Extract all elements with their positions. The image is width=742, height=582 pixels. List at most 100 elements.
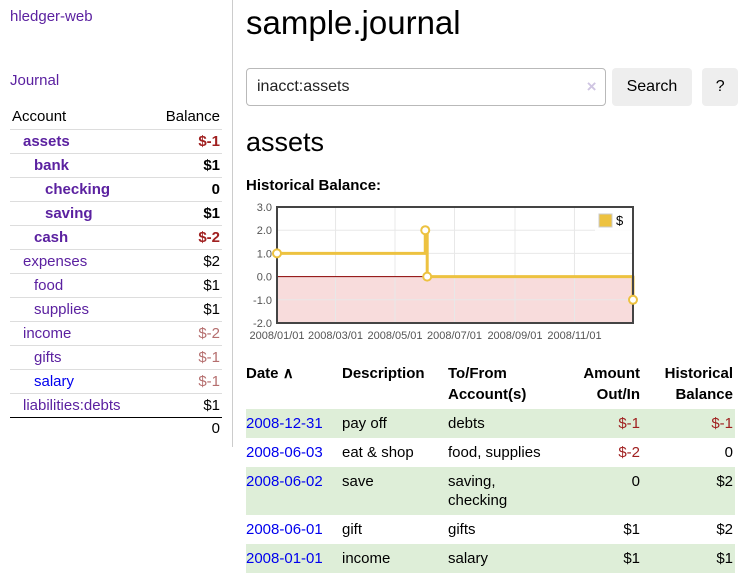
- transaction-date-cell: 2008-01-01: [246, 544, 342, 573]
- accounts-table-header: Account Balance: [10, 106, 222, 129]
- app-brand-link[interactable]: hledger-web: [10, 8, 93, 25]
- legend-label: $: [616, 213, 624, 228]
- y-axis-tick-label: 2.0: [257, 225, 272, 237]
- account-row: supplies $1: [10, 297, 222, 321]
- transaction-date-cell: 2008-06-01: [246, 515, 342, 544]
- register-row: 2008-12-31 pay off debts $-1 $-1: [246, 409, 735, 438]
- account-link[interactable]: liabilities:debts: [23, 397, 121, 414]
- account-row: expenses $2: [10, 249, 222, 273]
- account-link[interactable]: assets: [23, 133, 70, 150]
- transaction-date-link[interactable]: 2008-06-02: [246, 473, 323, 490]
- account-link[interactable]: expenses: [23, 253, 88, 270]
- transaction-accounts-cell: saving, checking: [448, 473, 508, 509]
- search-form: × Search ?: [246, 68, 738, 106]
- col-header-description: Description: [342, 365, 425, 382]
- account-balance: $-2: [198, 325, 220, 342]
- account-balance: $2: [203, 253, 220, 270]
- transaction-balance-cell: $-1: [711, 415, 733, 432]
- account-column-header: Account: [12, 108, 67, 125]
- col-header-historical-balance: Historical Balance: [664, 365, 733, 403]
- x-axis-tick-label: 2008/05/01: [367, 330, 422, 342]
- transaction-date-cell: 2008-06-02: [246, 467, 342, 515]
- account-link[interactable]: supplies: [34, 301, 90, 318]
- date-header-label: Date: [246, 365, 279, 382]
- y-axis-tick-label: 0.0: [257, 272, 272, 284]
- col-header-date[interactable]: Date ∧: [246, 361, 342, 409]
- transaction-date-cell: 2008-12-31: [246, 409, 342, 438]
- transaction-description-cell: save: [342, 473, 374, 490]
- account-link[interactable]: saving: [45, 205, 93, 222]
- sidebar: hledger-web Journal Account Balance asse…: [0, 0, 233, 447]
- x-axis-tick-label: 2008/07/01: [427, 330, 482, 342]
- y-axis-tick-label: -2.0: [253, 318, 272, 330]
- transaction-description-cell: pay off: [342, 415, 387, 432]
- y-axis-tick-label: -1.0: [253, 295, 272, 307]
- transaction-description-cell: gift: [342, 521, 363, 538]
- account-balance: $-1: [198, 133, 220, 150]
- register-row: 2008-06-02 save saving, checking 0 $2: [246, 467, 735, 515]
- sort-asc-icon: ∧: [282, 365, 294, 382]
- account-link[interactable]: checking: [45, 181, 111, 198]
- account-row: gifts $-1: [10, 345, 222, 369]
- account-row: assets $-1: [10, 129, 222, 153]
- transaction-amount-cell: $-1: [618, 415, 640, 432]
- y-axis-tick-label: 3.0: [257, 202, 272, 214]
- transaction-date-link[interactable]: 2008-12-31: [246, 415, 323, 432]
- account-link[interactable]: income: [23, 325, 72, 342]
- account-link[interactable]: salary: [34, 373, 75, 390]
- account-heading: assets: [246, 127, 325, 157]
- transaction-date-link[interactable]: 2008-01-01: [246, 550, 323, 567]
- chart-label: Historical Balance:: [246, 177, 382, 194]
- account-balance: $1: [203, 157, 220, 174]
- data-point-marker: [422, 271, 433, 282]
- transaction-accounts-cell: salary: [448, 550, 489, 567]
- transaction-balance-cell: $2: [716, 521, 733, 538]
- y-axis-tick-label: 1.0: [257, 248, 272, 260]
- x-axis-tick-label: 2008/11/01: [547, 330, 601, 342]
- account-rows: assets $-1 bank $1 checking 0 saving $1 cash $-2 e…: [10, 129, 222, 417]
- search-button[interactable]: Search: [611, 68, 693, 106]
- account-balance: $-1: [198, 373, 220, 390]
- account-row: salary $-1: [10, 369, 222, 393]
- sidebar-item-journal[interactable]: Journal: [10, 72, 60, 89]
- account-balance: $1: [203, 277, 220, 294]
- account-link[interactable]: gifts: [34, 349, 62, 366]
- account-balance: $-2: [198, 229, 220, 246]
- account-balance: $1: [203, 397, 220, 414]
- help-button[interactable]: ?: [702, 68, 738, 106]
- account-link[interactable]: food: [34, 277, 64, 294]
- x-axis-tick-label: 2008/01/01: [249, 330, 304, 342]
- transaction-amount-cell: 0: [631, 473, 640, 490]
- transaction-accounts-cell: debts: [448, 415, 485, 432]
- clear-search-icon[interactable]: ×: [586, 77, 597, 96]
- account-row: cash $-2: [10, 225, 222, 249]
- data-point-marker: [420, 225, 431, 236]
- account-link[interactable]: cash: [34, 229, 69, 246]
- account-row: food $1: [10, 273, 222, 297]
- register-row: 2008-06-03 eat & shop food, supplies $-2 0: [246, 438, 735, 467]
- account-row: bank $1: [10, 153, 222, 177]
- transaction-date-link[interactable]: 2008-06-01: [246, 521, 323, 538]
- transaction-balance-cell: $1: [716, 550, 733, 567]
- accounts-table: Account Balance assets $-1 bank $1 checking 0…: [10, 106, 222, 439]
- account-balance: 0: [211, 181, 220, 198]
- register-rows: 2008-12-31 pay off debts $-1 $-1 2008-06-03 ea…: [246, 409, 735, 573]
- data-point-marker: [628, 294, 638, 305]
- x-axis-tick-label: 2008/09/01: [487, 330, 542, 342]
- account-row: income $-2: [10, 321, 222, 345]
- transaction-amount-cell: $-2: [618, 444, 640, 461]
- accounts-total-value: 0: [211, 420, 220, 437]
- account-balance: $1: [203, 301, 220, 318]
- account-balance: $-1: [198, 349, 220, 366]
- register-row: 2008-01-01 income salary $1 $1: [246, 544, 735, 573]
- transaction-date-link[interactable]: 2008-06-03: [246, 444, 323, 461]
- accounts-total-row: 0: [10, 417, 222, 439]
- data-point-marker: [272, 248, 282, 259]
- account-link[interactable]: bank: [34, 157, 70, 174]
- page-title: sample.journal: [246, 4, 461, 41]
- search-input[interactable]: [246, 68, 606, 106]
- account-balance: $1: [203, 205, 220, 222]
- plot-border: [276, 206, 634, 324]
- transaction-date-cell: 2008-06-03: [246, 438, 342, 467]
